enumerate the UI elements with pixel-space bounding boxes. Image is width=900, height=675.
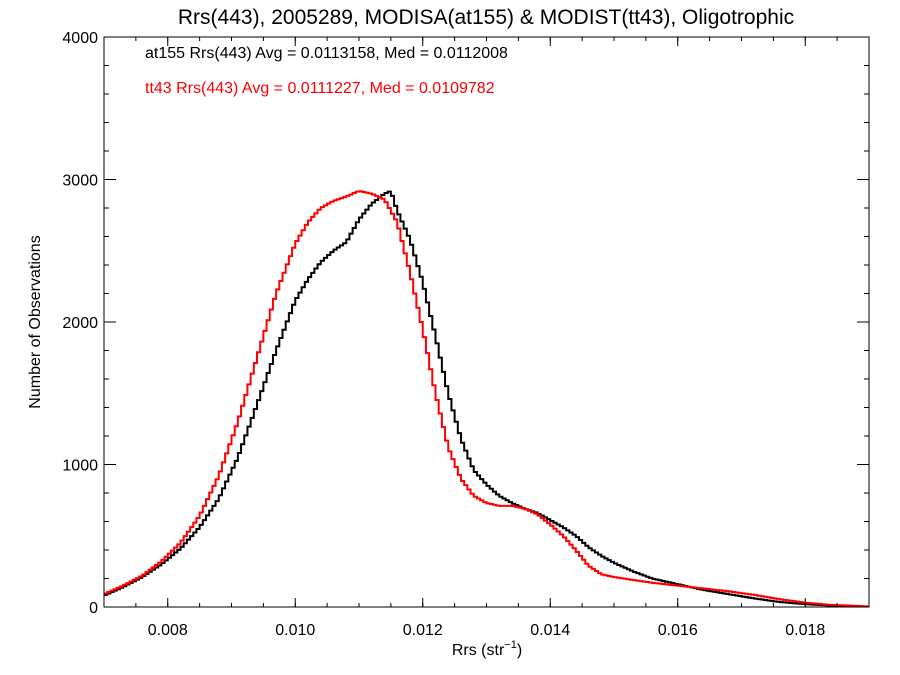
series-line-tt43 — [104, 190, 869, 608]
y-tick-label: 1000 — [62, 458, 98, 475]
legend-entry-at155: at155 Rrs(443) Avg = 0.0113158, Med = 0.… — [145, 45, 508, 62]
y-tick-label: 2000 — [62, 315, 98, 332]
y-axis-ticks: 0 1000 2000 3000 4000 — [62, 30, 869, 617]
x-axis-label-sup: −1 — [504, 639, 517, 651]
x-tick-label: 0.010 — [275, 622, 315, 639]
legend-entry-tt43: tt43 Rrs(443) Avg = 0.0111227, Med = 0.0… — [145, 80, 495, 97]
series-layer — [104, 190, 869, 608]
x-axis-label-main: Rrs (str — [452, 642, 505, 659]
x-axis-label-suffix: ) — [517, 642, 522, 659]
legend: at155 Rrs(443) Avg = 0.0113158, Med = 0.… — [145, 45, 508, 97]
x-tick-label: 0.008 — [148, 622, 188, 639]
plot-frame — [103, 36, 870, 608]
series-line-at155 — [104, 190, 869, 608]
y-tick-label: 0 — [89, 600, 98, 617]
y-axis-label: Number of Observations — [27, 235, 44, 408]
x-tick-label: 0.016 — [658, 622, 698, 639]
x-axis-ticks: 0.008 0.010 0.012 0.014 0.016 0.018 — [103, 37, 870, 639]
y-tick-label: 4000 — [62, 30, 98, 47]
x-tick-label: 0.014 — [530, 622, 570, 639]
x-tick-label: 0.018 — [785, 622, 825, 639]
chart-title: Rrs(443), 2005289, MODISA(at155) & MODIS… — [178, 6, 794, 29]
x-axis-label: Rrs (str−1) — [452, 639, 522, 659]
y-tick-label: 3000 — [62, 173, 98, 190]
x-tick-label: 0.012 — [403, 622, 443, 639]
